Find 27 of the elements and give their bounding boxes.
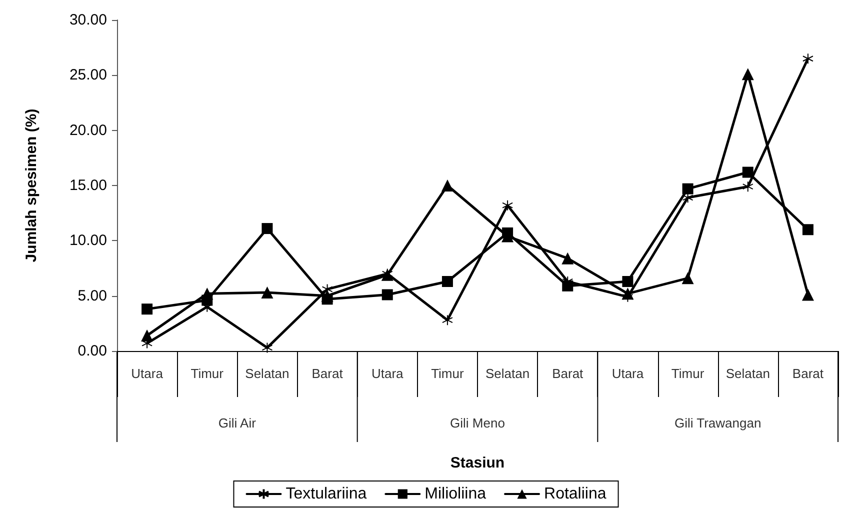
x-tick-label: Timur bbox=[190, 366, 224, 381]
y-tick-label: 20.00 bbox=[69, 122, 107, 139]
text: Gili Meno bbox=[450, 416, 505, 430]
text: Gili Trawangan bbox=[674, 416, 762, 430]
y-tick-label: 10.00 bbox=[69, 232, 107, 250]
y-tick-label: 5.00 bbox=[78, 287, 107, 304]
x-tick-label: Barat bbox=[792, 366, 824, 381]
legend-label: Textulariina bbox=[286, 486, 367, 502]
y-axis-title: Jumlah spesimen (%) bbox=[23, 108, 40, 262]
x-tick-label: Utara bbox=[371, 366, 404, 381]
x-tick-label: Barat bbox=[312, 366, 344, 381]
x-tick-label: Timur bbox=[431, 366, 464, 381]
y-tick-label: 0.00 bbox=[78, 342, 107, 360]
x-tick-label: Selatan bbox=[245, 366, 290, 381]
x-tick-label: Timur bbox=[671, 366, 705, 381]
text: Gili Air bbox=[218, 416, 257, 430]
x-tick-label: Utara bbox=[612, 366, 644, 381]
x-tick-label: Selatan bbox=[726, 366, 770, 381]
legend-label: Rotaliina bbox=[544, 486, 606, 502]
y-tick-label: 25.00 bbox=[69, 66, 107, 84]
x-tick-label: Barat bbox=[552, 366, 584, 381]
x-tick-label: Selatan bbox=[485, 366, 530, 381]
x-tick-label: Utara bbox=[131, 366, 164, 381]
y-tick-label: 30.00 bbox=[69, 12, 107, 28]
y-tick-label: 15.00 bbox=[69, 177, 107, 194]
legend-label: Milioliina bbox=[424, 486, 486, 502]
x-axis-title: Stasiun bbox=[450, 454, 505, 472]
